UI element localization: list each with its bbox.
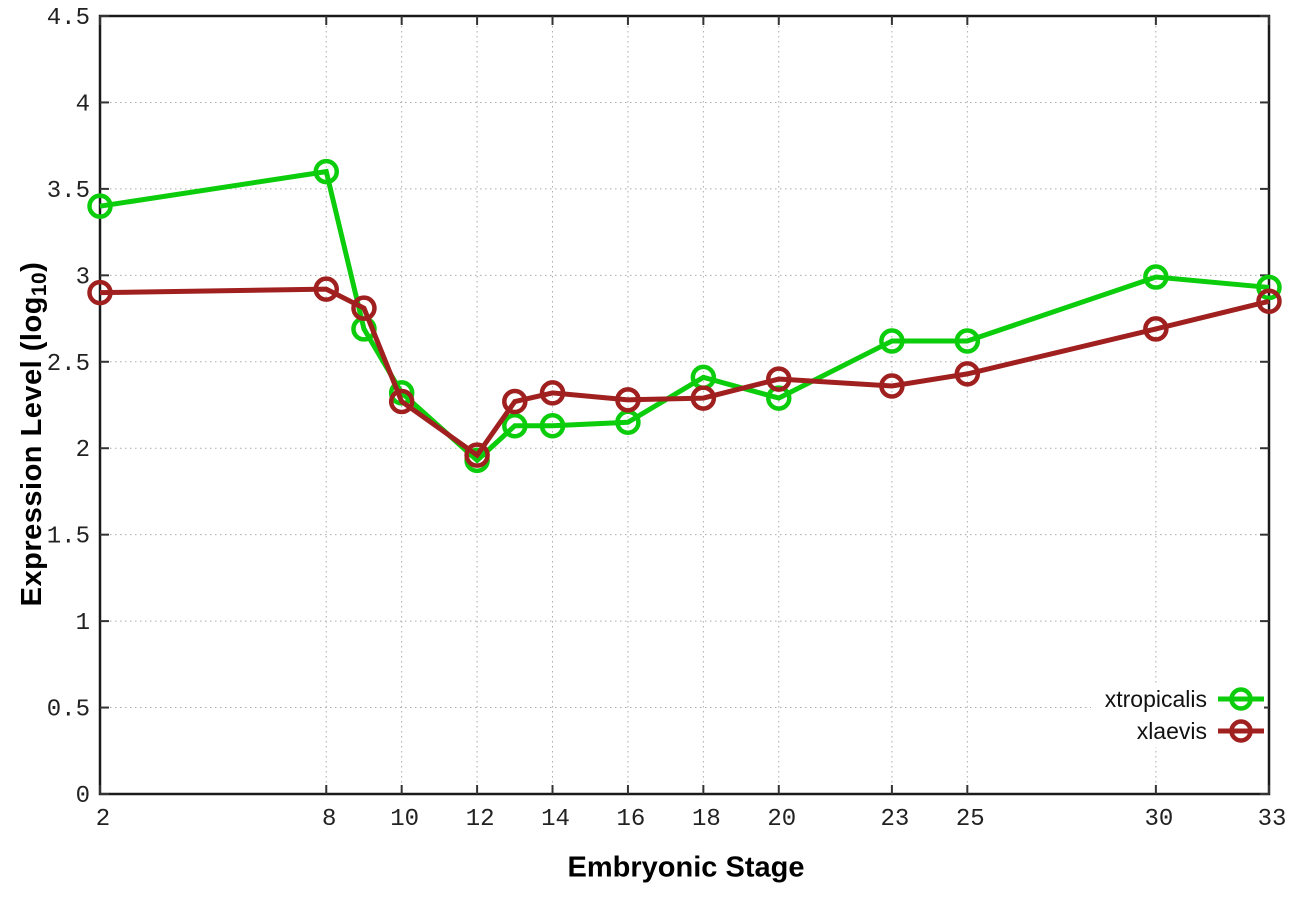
data-point-xtropicalis (954, 328, 981, 354)
y-axis-title: Expression Level (log10) (16, 262, 52, 607)
data-point-xlaevis (1143, 316, 1169, 342)
x-axis-title: Embryonic Stage (567, 851, 805, 884)
data-point-xlaevis (502, 388, 528, 415)
y-tick-label: 0.5 (47, 697, 90, 724)
data-point-xlaevis (690, 385, 717, 411)
x-tick-label: 14 (541, 806, 570, 833)
axis-ticks (99, 15, 1270, 795)
legend-row-xlaevis: xlaevis (1105, 715, 1264, 747)
legend-marker-xlaevis (1218, 719, 1264, 743)
x-tick-label: 16 (617, 806, 646, 833)
y-axis-title-text: Expression Level (log (16, 296, 48, 607)
legend-label-xlaevis: xlaevis (1136, 717, 1207, 744)
x-tick-label: 30 (1144, 806, 1173, 833)
series-line-xtropicalis (99, 168, 1270, 464)
y-axis-title-subscript: 10 (28, 271, 51, 297)
x-tick-label: 25 (956, 806, 985, 833)
data-point-xlaevis (313, 276, 340, 302)
y-tick-label: 3.5 (47, 178, 90, 205)
y-tick-label: 1 (76, 610, 90, 637)
grid-lines (100, 15, 1270, 794)
x-tick-label: 18 (692, 806, 721, 833)
tick-labels: 0 0.5 1 1.5 2 2.5 3 3.5 4 4.5 2 8 10 12 14 16 18 20 23 25 30… (47, 5, 1287, 833)
plot-border (98, 14, 1271, 796)
y-tick-label: 4.5 (47, 5, 90, 32)
y-tick-label: 3 (76, 264, 90, 291)
x-tick-label: 2 (96, 806, 110, 833)
y-tick-label: 1.5 (47, 524, 90, 551)
data-point-xlaevis (615, 387, 641, 413)
legend-label-xtropicalis: xtropicalis (1104, 685, 1207, 712)
legend-row-xtropicalis: xtropicalis (1105, 683, 1264, 715)
x-tick-label: 33 (1258, 806, 1287, 833)
y-tick-label: 0 (76, 783, 90, 810)
data-point-xlaevis (954, 361, 981, 387)
data-point-xtropicalis (502, 412, 528, 439)
y-axis-title-close: ) (16, 261, 48, 272)
x-tick-label: 10 (390, 806, 419, 833)
x-tick-label: 20 (767, 806, 796, 833)
series-line-xlaevis (99, 286, 1270, 459)
series-xlaevis (87, 276, 1282, 468)
legend-marker-xtropicalis (1218, 687, 1264, 711)
data-point-xlaevis (464, 442, 490, 468)
data-point-xtropicalis (879, 328, 905, 354)
data-point-xlaevis (87, 279, 113, 306)
data-point-xtropicalis (313, 158, 340, 185)
x-tick-label: 8 (322, 806, 336, 833)
data-point-xtropicalis (1143, 264, 1169, 290)
y-tick-label: 2 (76, 437, 90, 464)
data-point-xtropicalis (1256, 274, 1282, 301)
data-point-xlaevis (879, 373, 905, 399)
data-point-xlaevis (766, 366, 792, 392)
x-tick-label: 12 (466, 806, 495, 833)
data-point-xlaevis (1256, 288, 1282, 315)
data-point-xlaevis (351, 295, 377, 321)
data-point-xlaevis (539, 380, 566, 406)
x-tick-label: 23 (880, 806, 909, 833)
legend: xtropicalis xlaevis (1090, 683, 1264, 747)
y-tick-label: 2.5 (47, 351, 90, 378)
y-tick-label: 4 (76, 91, 90, 118)
series-xtropicalis (87, 158, 1282, 474)
data-point-xlaevis (388, 388, 415, 415)
data-point-xtropicalis (87, 193, 113, 219)
data-point-xtropicalis (539, 412, 566, 439)
